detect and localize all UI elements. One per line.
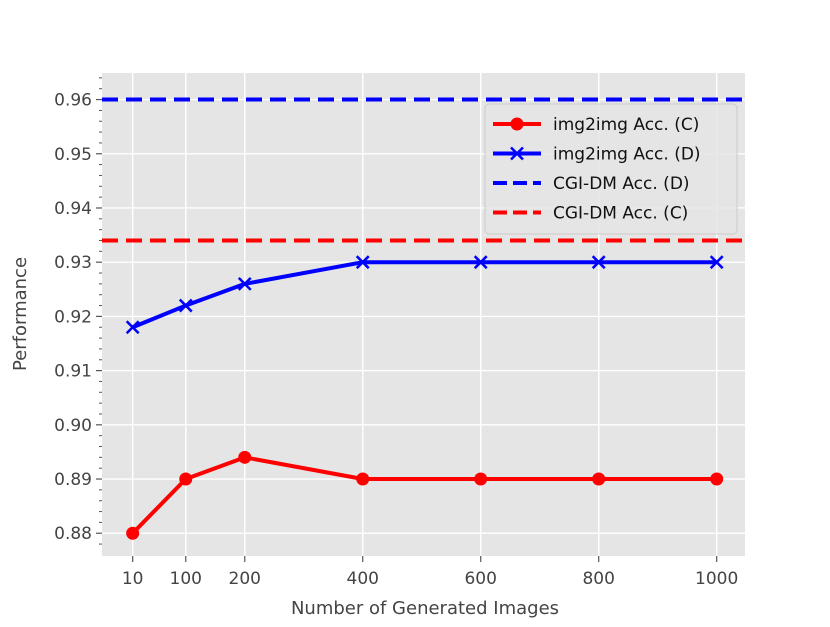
data-point: [126, 526, 140, 540]
x-axis-title: Number of Generated Images: [291, 598, 559, 619]
data-point: [591, 255, 606, 270]
data-point: [178, 298, 193, 313]
series-lines: [125, 255, 724, 540]
legend-label: img2img Acc. (D): [553, 145, 701, 165]
data-point: [710, 472, 724, 486]
data-point: [709, 255, 724, 270]
data-point: [473, 255, 488, 270]
x-tick-label: 400: [347, 569, 379, 589]
y-tick-label: 0.89: [54, 470, 92, 490]
y-tick-label: 0.94: [54, 199, 92, 219]
data-point: [179, 472, 193, 486]
y-tick-label: 0.92: [54, 307, 92, 327]
x-tick-label: 600: [464, 569, 496, 589]
y-minor-ticks: [99, 77, 102, 545]
x-tick-label: 800: [582, 569, 614, 589]
data-point: [356, 472, 370, 486]
y-tick-label: 0.88: [54, 524, 92, 544]
y-tick-label: 0.90: [54, 416, 92, 436]
y-tick-label: 0.93: [54, 253, 92, 273]
legend-marker: [510, 146, 524, 161]
data-point: [125, 320, 140, 335]
data-point: [237, 276, 252, 291]
legend-marker: [510, 117, 524, 131]
x-tick-label: 200: [229, 569, 261, 589]
data-point: [355, 255, 370, 270]
x-tick-label: 1000: [695, 569, 738, 589]
y-axis: 0.88 0.89 0.90 0.91 0.92 0.93 0.94 0.95 0.96: [54, 91, 102, 544]
x-tick-label: 10: [122, 569, 144, 589]
legend-label: img2img Acc. (C): [553, 115, 699, 135]
reference-lines: [102, 97, 745, 243]
y-axis-title: Performance: [10, 257, 31, 371]
legend-box: [484, 103, 738, 235]
y-tick-label: 0.96: [54, 91, 92, 111]
legend-label: CGI-DM Acc. (C): [553, 204, 688, 224]
data-point: [238, 450, 252, 464]
data-point: [592, 472, 606, 486]
y-tick-label: 0.95: [54, 145, 92, 165]
legend-label: CGI-DM Acc. (D): [553, 174, 690, 194]
y-tick-label: 0.91: [54, 362, 92, 382]
legend: img2img Acc. (C) img2img Acc. (D) CGI-DM A…: [484, 103, 738, 235]
data-point: [474, 472, 488, 486]
x-axis: 10 100 200 400 600 800 1000: [122, 556, 738, 589]
x-tick-label: 100: [170, 569, 202, 589]
